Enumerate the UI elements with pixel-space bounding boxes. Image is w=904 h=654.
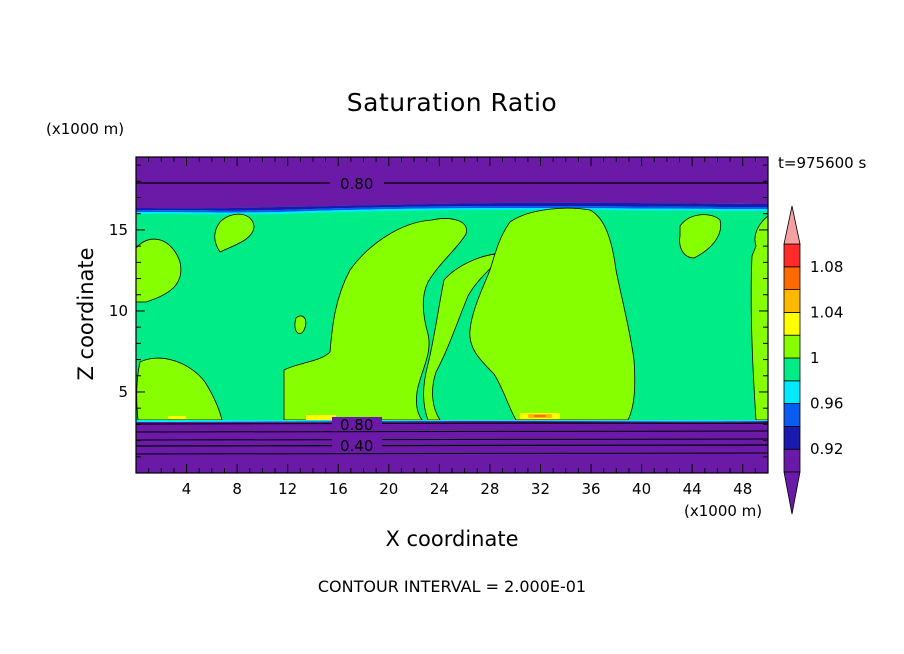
cloud-base-patch-red (534, 415, 546, 417)
colorbar-label: 0.92 (810, 440, 843, 458)
contour-line-lower-2 (136, 430, 768, 433)
contour-label-2: 0.80 (340, 416, 373, 434)
y-axis-label: Z coordinate (74, 247, 98, 381)
x-tick-label: 4 (182, 480, 192, 498)
x-tick-label: 28 (480, 480, 499, 498)
colorbar: 1.08 1.04 1 0.96 0.92 (783, 205, 843, 515)
colorbar-swatch (783, 403, 801, 427)
cloud-base-patch-yellow (306, 415, 336, 420)
cloud-base-patch-left (168, 416, 186, 419)
contour-label-1: 0.80 (340, 175, 373, 193)
y-tick-label: 10 (109, 302, 128, 320)
chart-title: Saturation Ratio (346, 88, 558, 117)
cloud-lower-left (136, 357, 223, 421)
time-label: t=975600 s (778, 154, 867, 172)
upper-cyan-band (136, 208, 768, 215)
cloud-right-edge (750, 215, 768, 421)
x-tick-label: 32 (531, 480, 550, 498)
cloud-right-top (679, 214, 722, 259)
contour-label-3: 0.40 (340, 437, 373, 455)
cloud-small-blob (294, 315, 307, 334)
cloud-center-right (469, 207, 636, 421)
colorbar-swatch (783, 448, 801, 473)
lower-dry-layer (136, 421, 768, 473)
colorbar-label: 0.96 (810, 395, 843, 413)
upper-blue-band (136, 206, 768, 213)
contour-label-bg-3 (332, 438, 382, 452)
colorbar-swatch (783, 357, 801, 382)
z-axis-units: (x1000 m) (46, 120, 125, 138)
cloud-left-top (136, 238, 182, 303)
colorbar-label: 1 (810, 349, 820, 367)
colorbar-swatch (783, 425, 801, 450)
upper-dark-blue-band (136, 202, 768, 211)
x-tick-label: 8 (232, 480, 242, 498)
contour-label-bg-2 (332, 417, 382, 431)
colorbar-swatch (783, 380, 801, 404)
contour-line-lower-4 (136, 444, 768, 447)
cloud-center-left (283, 218, 467, 421)
contour-interval-note: CONTOUR INTERVAL = 2.000E-01 (317, 577, 587, 596)
plot-area (136, 157, 768, 473)
colorbar-over-arrow (783, 205, 801, 245)
contour-label-bg-1 (330, 175, 384, 191)
cloud-small-top (214, 213, 255, 253)
colorbar-label: 1.04 (810, 303, 843, 321)
x-tick-label: 48 (733, 480, 752, 498)
x-tick-label: 16 (329, 480, 348, 498)
x-axis-label: X coordinate (385, 527, 519, 551)
x-tick-label: 12 (278, 480, 297, 498)
x-tick-label: 24 (430, 480, 449, 498)
y-tick-label: 5 (118, 383, 128, 401)
x-tick-label: 20 (379, 480, 398, 498)
x-tick-label: 40 (632, 480, 651, 498)
x-tick-label: 36 (581, 480, 600, 498)
contour-line-lower-1 (136, 422, 768, 425)
colorbar-under-arrow (783, 471, 801, 515)
colorbar-swatch (783, 289, 801, 313)
colorbar-swatch (783, 334, 801, 359)
colorbar-swatch (783, 243, 801, 268)
contour-line-lower-3 (136, 438, 768, 441)
colorbar-swatch (783, 311, 801, 336)
y-tick-label: 15 (109, 221, 128, 239)
contour-line-lower-5 (136, 452, 768, 455)
colorbar-label: 1.08 (810, 258, 843, 276)
x-tick-label: 44 (683, 480, 702, 498)
colorbar-swatch (783, 266, 801, 290)
x-axis-units: (x1000 m) (684, 502, 763, 520)
